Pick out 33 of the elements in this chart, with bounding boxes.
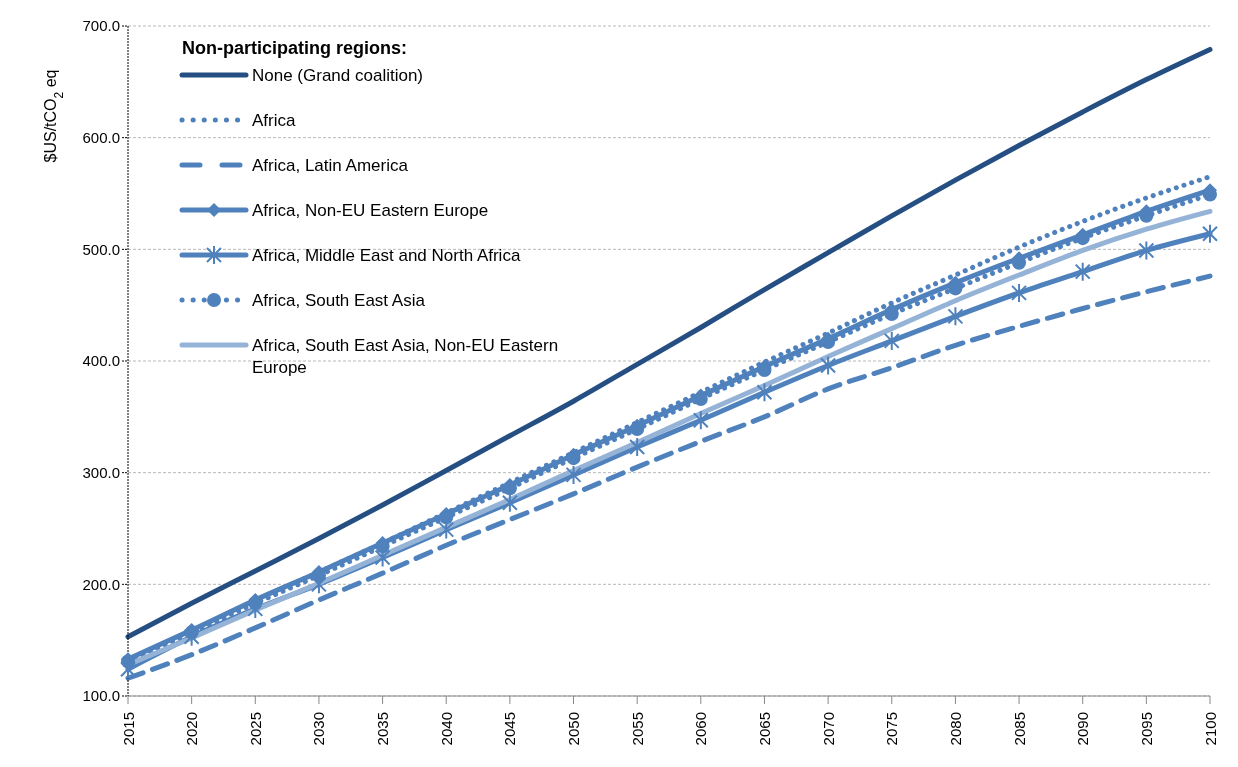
- x-tick-label: 2065: [755, 712, 773, 746]
- x-tick-label: 2075: [883, 712, 901, 746]
- legend-title: Non-participating regions:: [182, 38, 408, 59]
- x-tick-label: 2015: [119, 712, 137, 746]
- y-tick-label: 600.0: [82, 128, 120, 146]
- legend-label: Africa, South East Asia, Non-EU Eastern Europe: [252, 335, 560, 379]
- x-tick-label: 2045: [501, 712, 519, 746]
- y-tick-label: 100.0: [82, 687, 120, 705]
- x-tick-label: 2090: [1074, 712, 1092, 746]
- y-tick-label: 500.0: [82, 240, 120, 258]
- y-tick-label: 200.0: [82, 575, 120, 593]
- y-tick-label: 300.0: [82, 463, 120, 481]
- x-tick-label: 2055: [628, 712, 646, 746]
- x-tick-label: 2100: [1201, 712, 1219, 746]
- x-tick-label: 2070: [819, 712, 837, 746]
- x-tick-label: 2030: [310, 712, 328, 746]
- legend-label: Africa, South East Asia: [252, 290, 426, 312]
- x-tick-label: 2085: [1010, 712, 1028, 746]
- x-tick-label: 2095: [1137, 712, 1155, 746]
- x-tick-label: 2060: [692, 712, 710, 746]
- x-tick-label: 2035: [374, 712, 392, 746]
- legend-label: Africa, Latin America: [252, 155, 409, 177]
- legend-label: None (Grand coalition): [252, 65, 425, 87]
- x-tick-label: 2025: [246, 712, 264, 746]
- x-tick-label: 2080: [946, 712, 964, 746]
- legend-label: Africa, Non-EU Eastern Europe: [252, 200, 490, 222]
- legend-label: Africa: [252, 110, 297, 132]
- y-tick-label: 700.0: [82, 17, 120, 35]
- x-tick-label: 2040: [437, 712, 455, 746]
- x-tick-label: 2050: [565, 712, 583, 746]
- legend-label: Africa, Middle East and North Africa: [252, 245, 522, 267]
- y-tick-label: 400.0: [82, 352, 120, 370]
- x-tick-label: 2020: [183, 712, 201, 746]
